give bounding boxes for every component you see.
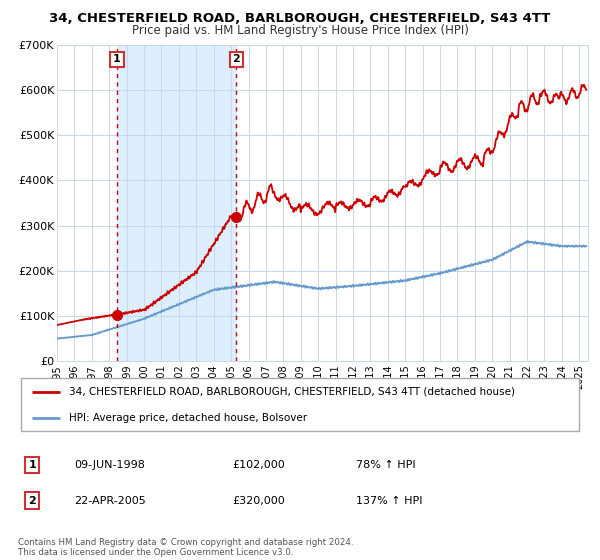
Text: 34, CHESTERFIELD ROAD, BARLBOROUGH, CHESTERFIELD, S43 4TT: 34, CHESTERFIELD ROAD, BARLBOROUGH, CHES…: [49, 12, 551, 25]
Text: 2: 2: [233, 54, 241, 64]
Text: Price paid vs. HM Land Registry's House Price Index (HPI): Price paid vs. HM Land Registry's House …: [131, 24, 469, 37]
Text: £102,000: £102,000: [232, 460, 285, 470]
Bar: [117, 45, 236, 361]
Text: 1: 1: [113, 54, 121, 64]
Text: HPI: Average price, detached house, Bolsover: HPI: Average price, detached house, Bols…: [69, 413, 307, 423]
Text: 78% ↑ HPI: 78% ↑ HPI: [356, 460, 416, 470]
Text: 137% ↑ HPI: 137% ↑ HPI: [356, 496, 423, 506]
Text: 22-APR-2005: 22-APR-2005: [74, 496, 146, 506]
Text: 1: 1: [28, 460, 36, 470]
Text: £320,000: £320,000: [232, 496, 285, 506]
Text: Contains HM Land Registry data © Crown copyright and database right 2024.
This d: Contains HM Land Registry data © Crown c…: [18, 538, 353, 557]
Text: 34, CHESTERFIELD ROAD, BARLBOROUGH, CHESTERFIELD, S43 4TT (detached house): 34, CHESTERFIELD ROAD, BARLBOROUGH, CHES…: [69, 386, 515, 396]
Text: 2: 2: [28, 496, 36, 506]
FancyBboxPatch shape: [21, 378, 579, 431]
Text: 09-JUN-1998: 09-JUN-1998: [74, 460, 145, 470]
